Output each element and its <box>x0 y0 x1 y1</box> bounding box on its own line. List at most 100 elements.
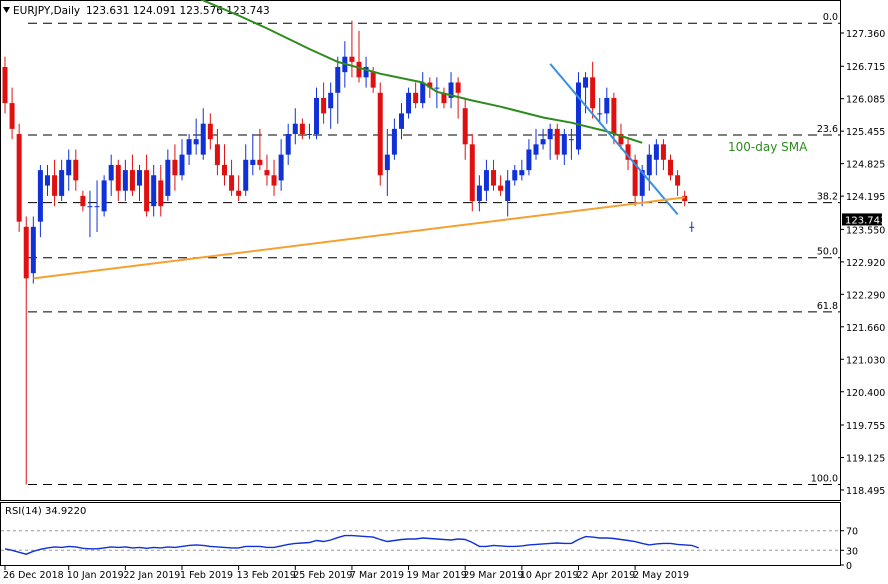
price-tick-label: 126.715 <box>846 62 885 73</box>
candle-body <box>483 170 489 191</box>
candle-body <box>165 159 171 196</box>
candle-body <box>639 170 645 196</box>
fib-level-label: 0.0 <box>823 12 838 23</box>
fib-level-label: 23.6 <box>817 124 838 135</box>
price-tick-label: 121.030 <box>846 355 885 366</box>
price-tick-label: 119.755 <box>846 421 885 432</box>
candle-body <box>158 180 164 207</box>
candle-body <box>257 159 263 165</box>
candle-body <box>37 170 43 222</box>
candle-body <box>66 159 72 176</box>
time-tick-label: 2 May 2019 <box>633 570 689 581</box>
candle-body <box>498 185 504 191</box>
candle-body <box>321 97 327 114</box>
candle-body <box>604 97 610 114</box>
rsi-title: RSI(14) 34.9220 <box>5 506 86 517</box>
candle-body <box>682 195 688 202</box>
candle-body <box>285 134 291 155</box>
price-axis: 127.360 126.715 126.085 125.455 124.825 124.1… <box>840 29 885 497</box>
candle-body <box>668 159 674 176</box>
price-tick-label: 120.400 <box>846 388 885 399</box>
candle-body <box>540 139 546 145</box>
collapse-triangle-icon[interactable] <box>3 7 10 13</box>
rsi-panel: 70 30 0 <box>1 527 858 572</box>
time-tick-label: 10 Apr 2019 <box>520 570 579 581</box>
fibonacci-levels: 0.0 23.6 38.2 50.0 61.8 100.0 <box>28 12 840 486</box>
candle-body <box>646 154 652 176</box>
price-tick-label: 122.290 <box>846 290 885 301</box>
rsi-line <box>4 534 700 555</box>
candle-body <box>590 77 596 109</box>
candle-body <box>554 128 560 155</box>
candle-body <box>653 144 659 160</box>
candle-body <box>243 159 249 191</box>
candle-body <box>236 190 242 196</box>
candle-body <box>193 139 199 145</box>
candle-body <box>52 175 58 196</box>
candle-body <box>420 82 426 104</box>
support-trendline <box>33 196 685 280</box>
candle-body <box>406 92 412 114</box>
candle-body <box>597 113 603 115</box>
candle-body <box>625 144 631 160</box>
candle-body <box>568 139 574 141</box>
candle-body <box>87 206 93 208</box>
candle-body <box>44 175 50 186</box>
price-tick-label: 121.660 <box>846 323 885 334</box>
price-tick-label: 119.125 <box>846 453 885 464</box>
candle-body <box>292 123 298 135</box>
candle-body <box>512 170 518 181</box>
candle-body <box>413 92 419 104</box>
candle-body <box>398 113 404 129</box>
candle-body <box>391 128 397 155</box>
candle-body <box>278 154 284 181</box>
candle-body <box>94 206 100 208</box>
candle-body <box>441 92 447 104</box>
candle-body <box>377 92 383 176</box>
candle-body <box>264 170 270 176</box>
candle-body <box>533 144 539 155</box>
fib-level-label: 100.0 <box>811 474 838 485</box>
price-tick-label: 127.360 <box>846 29 885 40</box>
price-tick-label: 123.550 <box>846 225 885 236</box>
candle-body <box>434 87 440 89</box>
candle-body <box>462 108 468 145</box>
resistance-trendline <box>549 63 679 216</box>
time-tick-label: 22 Apr 2019 <box>576 570 635 581</box>
candle-body <box>363 67 369 78</box>
candle-body <box>207 123 213 140</box>
candle-body <box>144 170 150 212</box>
candle-body <box>129 170 135 191</box>
candle-body <box>469 144 475 202</box>
fib-level-label: 61.8 <box>817 301 838 312</box>
rsi-panel-frame <box>0 502 841 566</box>
candle-body <box>271 175 277 186</box>
candle-body <box>314 97 320 135</box>
candle-body <box>455 82 461 93</box>
candle-body <box>526 149 532 171</box>
candle-body <box>73 159 79 181</box>
candle-body <box>611 97 617 135</box>
candle-body <box>30 226 36 274</box>
price-tick-label: 125.455 <box>846 127 885 138</box>
candle-body <box>561 134 567 155</box>
price-tick-label: 122.920 <box>846 258 885 269</box>
candle-body <box>80 195 86 207</box>
candle-body <box>519 170 525 176</box>
candle-body <box>115 164 121 191</box>
current-price-badge <box>842 213 882 226</box>
fib-level-label: 50.0 <box>817 247 838 258</box>
candle-body <box>632 159 638 196</box>
candle-body <box>9 103 15 129</box>
price-tick-label: 118.495 <box>846 486 885 497</box>
time-tick-label: 22 Jan 2019 <box>123 570 180 581</box>
candle-body <box>370 72 376 88</box>
candle-body <box>214 144 220 165</box>
sma-100-line <box>199 0 643 144</box>
candlesticks <box>2 20 695 485</box>
candle-body <box>16 134 22 222</box>
candle-body <box>186 139 192 155</box>
candle-body <box>335 67 341 93</box>
price-tick-label: 126.085 <box>846 95 885 106</box>
